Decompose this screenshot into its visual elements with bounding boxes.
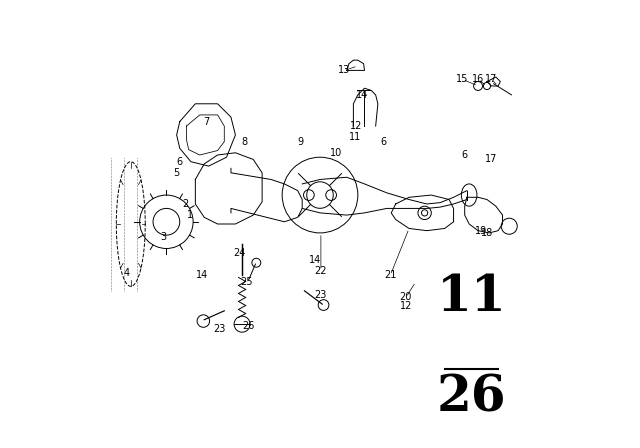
Text: 26: 26	[243, 321, 255, 332]
Circle shape	[234, 316, 250, 332]
Text: 23: 23	[214, 323, 226, 334]
Text: 18: 18	[481, 228, 493, 238]
Text: 19: 19	[475, 226, 487, 236]
Text: 14: 14	[309, 254, 322, 265]
Text: 5: 5	[173, 168, 180, 178]
Text: 24: 24	[234, 248, 246, 258]
Text: 6: 6	[381, 137, 387, 146]
Text: 6: 6	[177, 157, 183, 167]
Circle shape	[318, 300, 329, 310]
Text: 8: 8	[241, 137, 248, 146]
Text: 7: 7	[204, 116, 209, 127]
Text: 17: 17	[485, 155, 497, 164]
Text: 17: 17	[485, 74, 497, 84]
Text: 12: 12	[350, 121, 363, 131]
Text: 22: 22	[315, 266, 327, 276]
Text: 10: 10	[330, 148, 342, 158]
Text: 13: 13	[339, 65, 351, 75]
Text: 14: 14	[356, 90, 369, 100]
Text: 14: 14	[196, 270, 208, 280]
Text: 4: 4	[124, 268, 129, 278]
Text: 11: 11	[349, 132, 361, 142]
Text: 23: 23	[314, 290, 326, 300]
Text: 20: 20	[400, 293, 412, 302]
Circle shape	[197, 315, 209, 327]
Text: 25: 25	[240, 277, 253, 287]
Text: 16: 16	[472, 74, 484, 84]
Text: 11: 11	[436, 273, 506, 322]
Text: 2: 2	[182, 199, 189, 209]
Text: 12: 12	[400, 302, 412, 311]
Text: 1: 1	[186, 210, 193, 220]
Text: 15: 15	[456, 74, 468, 84]
Text: 6: 6	[461, 150, 468, 160]
Text: 21: 21	[384, 270, 397, 280]
Text: 9: 9	[297, 137, 303, 146]
Text: 26: 26	[436, 373, 506, 422]
Text: 3: 3	[160, 233, 166, 242]
